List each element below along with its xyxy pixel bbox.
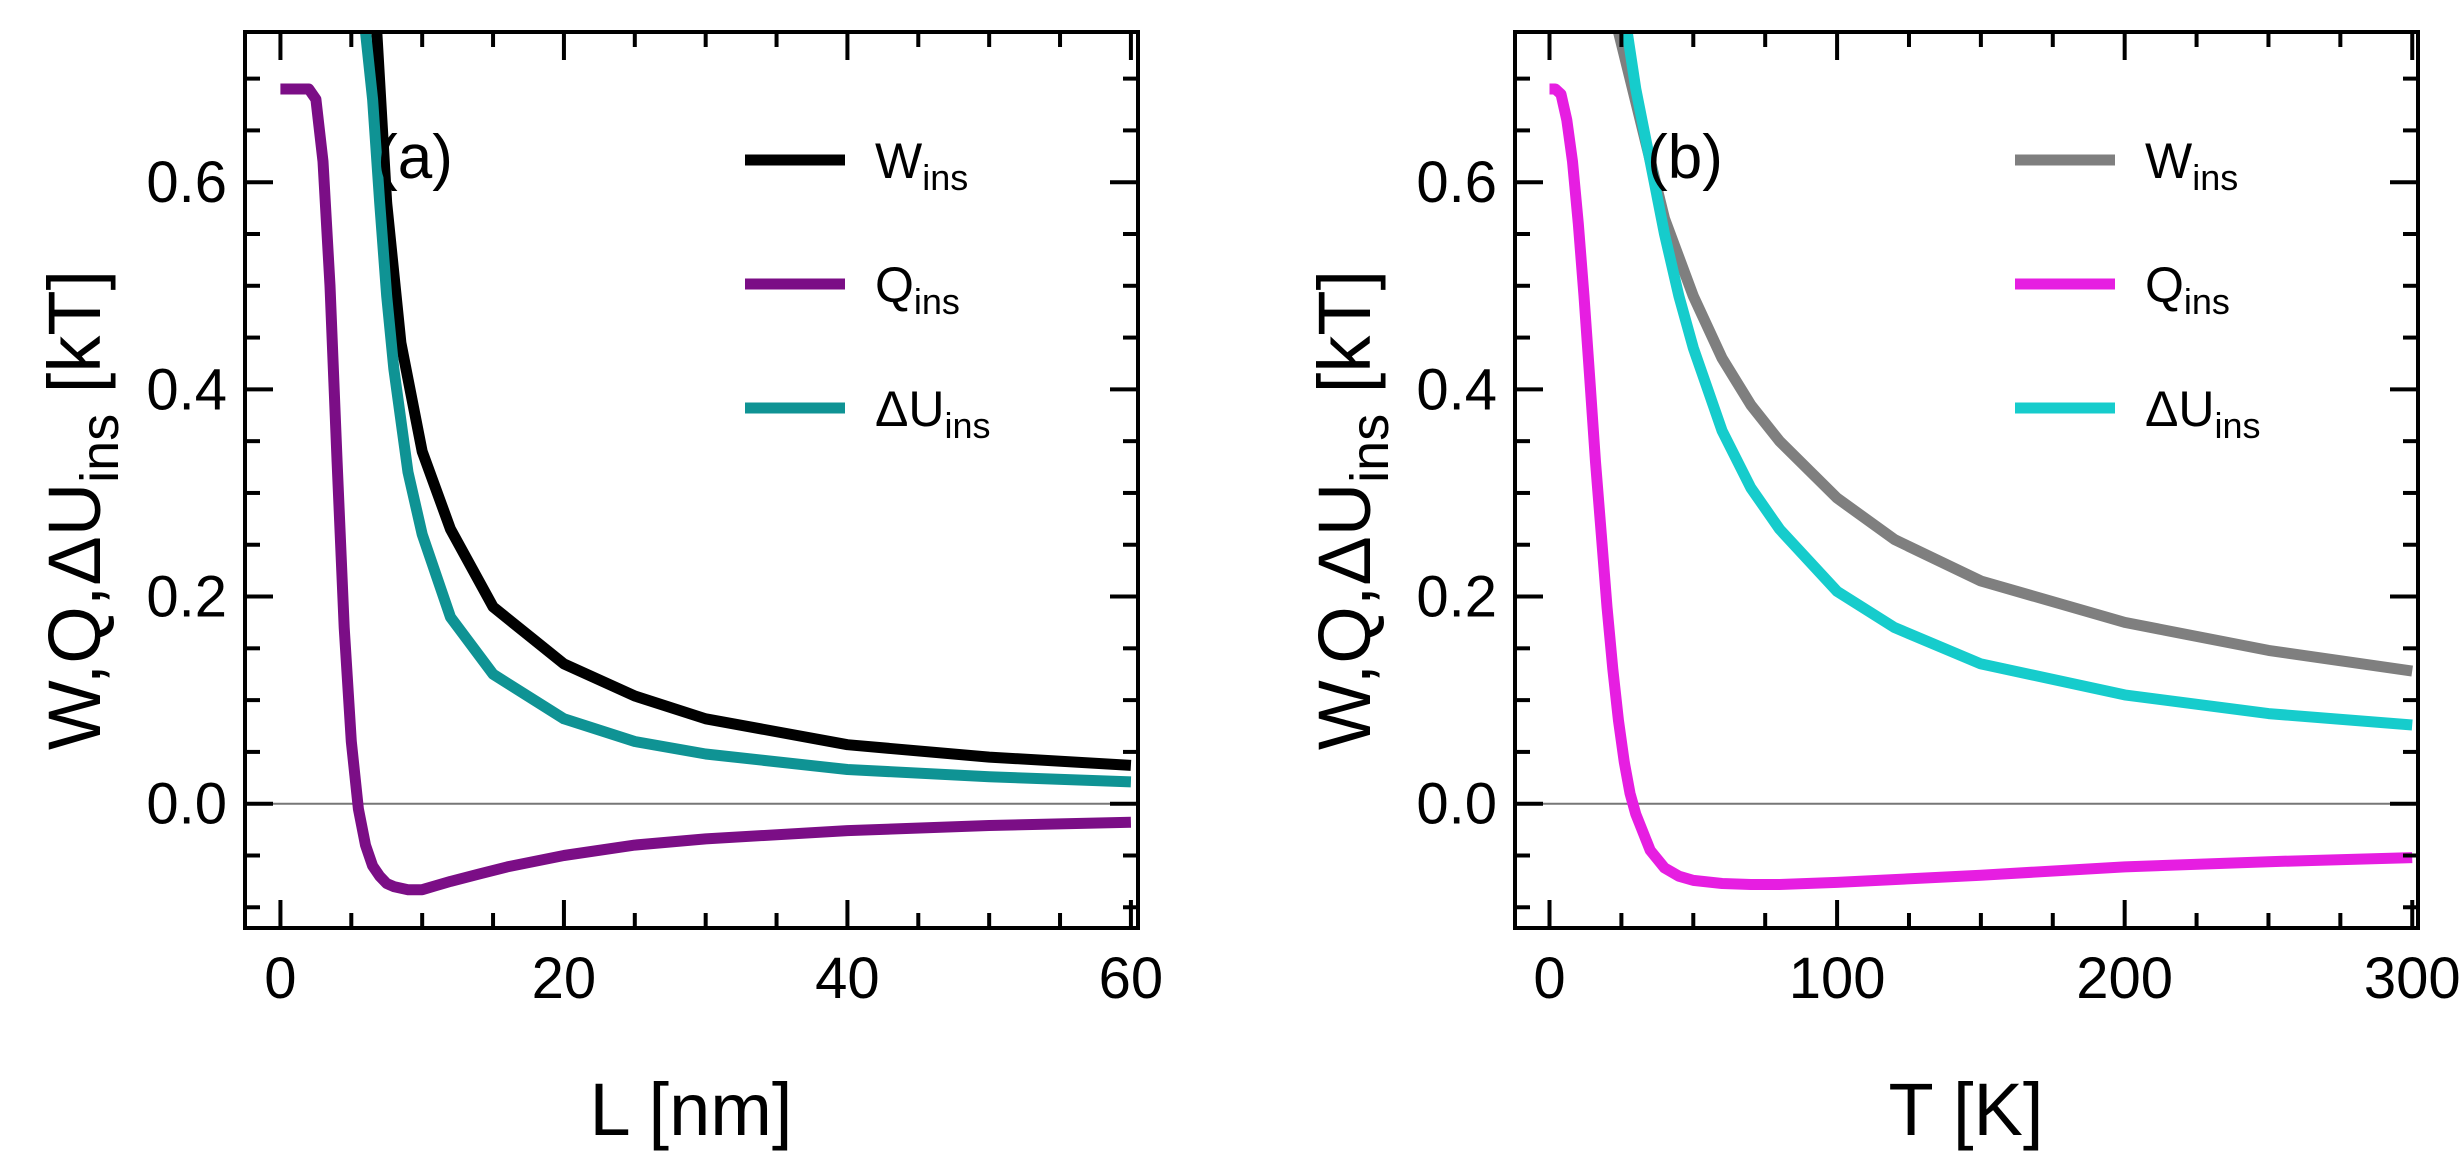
y-axis-title-unit: [kT] (33, 270, 116, 414)
y-axis-title-main: W,Q,ΔU (33, 483, 116, 750)
plot-frame (1513, 30, 2420, 930)
legend-label-sub: ins (945, 405, 991, 446)
y-axis-title-unit: [kT] (1303, 270, 1386, 414)
series-line-w-ins (1613, 32, 2413, 677)
legend-label-sub: ins (914, 281, 960, 322)
y-tick-label: 0.6 (146, 150, 227, 215)
y-tick-label: 0.4 (1416, 357, 1497, 422)
panel-label: (b) (1647, 123, 1723, 192)
legend-label-main: Q (2145, 257, 2184, 313)
legend-label: ΔUins (875, 381, 991, 446)
series-line-q-ins (1549, 83, 2413, 890)
y-axis-title-sub: ins (70, 414, 130, 483)
legend-label-sub: ins (2184, 281, 2230, 322)
y-tick-label: 0.0 (146, 772, 227, 837)
series-line-w-ins (371, 32, 1132, 771)
series-line-delta-u-ins (360, 32, 1132, 788)
y-tick-label: 0.2 (146, 565, 227, 630)
legend-label: Wins (875, 133, 968, 198)
legend-label-sub: ins (2215, 405, 2261, 446)
plot-frame (243, 30, 1140, 930)
panel-a: 0 20 40 600.00.20.40.6L [nm]W,Q,ΔUins [kT](… (33, 30, 1164, 1151)
x-tick-label: 20 (532, 946, 597, 1011)
legend-label-sub: ins (922, 157, 968, 198)
x-tick-label: 0 (1533, 946, 1565, 1011)
x-tick-label: 200 (2076, 946, 2173, 1011)
y-tick-label: 0.0 (1416, 772, 1497, 837)
x-tick-label: 60 (1099, 946, 1164, 1011)
series-line-delta-u-ins (1621, 32, 2413, 731)
panel-label: (a) (377, 123, 453, 192)
y-axis-title: W,Q,ΔUins [kT] (1303, 270, 1400, 750)
x-axis-title: L [nm] (590, 1068, 793, 1151)
y-tick-label: 0.4 (146, 357, 227, 422)
legend-label: Qins (2145, 257, 2230, 322)
x-tick-label: 0 (264, 946, 296, 1011)
x-tick-label: 100 (1789, 946, 1886, 1011)
legend-label-main: ΔU (875, 381, 945, 437)
y-tick-label: 0.6 (1416, 150, 1497, 215)
series-line-q-ins (280, 83, 1132, 896)
x-tick-label: 300 (2364, 946, 2459, 1011)
legend-label-main: W (2145, 133, 2193, 189)
legend-label: Wins (2145, 133, 2238, 198)
y-tick-label: 0.2 (1416, 565, 1497, 630)
y-axis-title: W,Q,ΔUins [kT] (33, 270, 130, 750)
legend-label-sub: ins (2192, 157, 2238, 198)
legend-label-main: Q (875, 257, 914, 313)
legend-label-main: ΔU (2145, 381, 2215, 437)
legend-label-main: W (875, 133, 923, 189)
y-axis-title-sub: ins (1340, 414, 1400, 483)
legend-label: Qins (875, 257, 960, 322)
y-axis-title-main: W,Q,ΔU (1303, 483, 1386, 750)
legend-label: ΔUins (2145, 381, 2261, 446)
x-axis-title: T [K] (1889, 1068, 2044, 1151)
x-tick-label: 40 (815, 946, 880, 1011)
